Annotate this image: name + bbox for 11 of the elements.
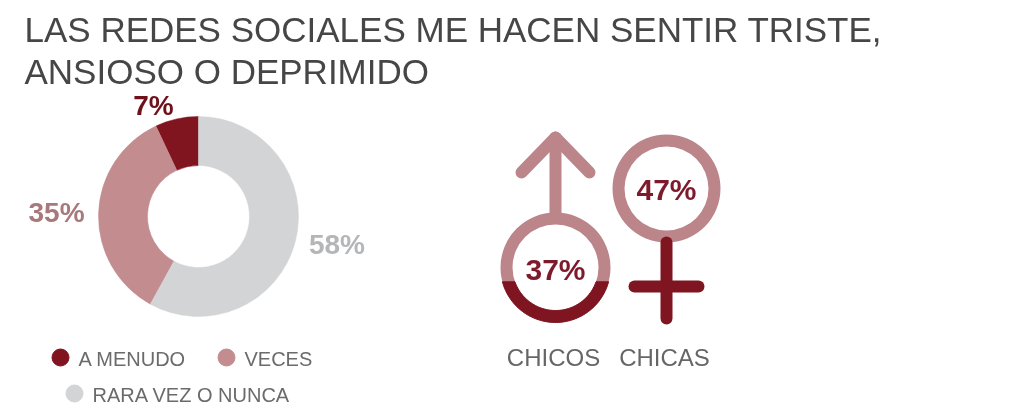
data-label: 37% — [525, 253, 586, 286]
category-label: CHICOS — [506, 344, 601, 371]
data-label: 58% — [308, 229, 366, 261]
category-label: CHICAS — [619, 344, 710, 371]
data-label: 7% — [133, 89, 174, 121]
data-label: 47% — [636, 173, 697, 206]
text: LAS REDES SOCIALES ME HACEN SENTIR TRISTE, ANSIOSO O DEPRIMIDO — [24, 10, 882, 91]
legend-label: A MENUDO — [78, 347, 186, 370]
data-label: 35% — [28, 197, 85, 229]
legend-label: RARA VEZ O NUNCA — [92, 383, 290, 406]
legend-label: VECES — [244, 347, 313, 370]
